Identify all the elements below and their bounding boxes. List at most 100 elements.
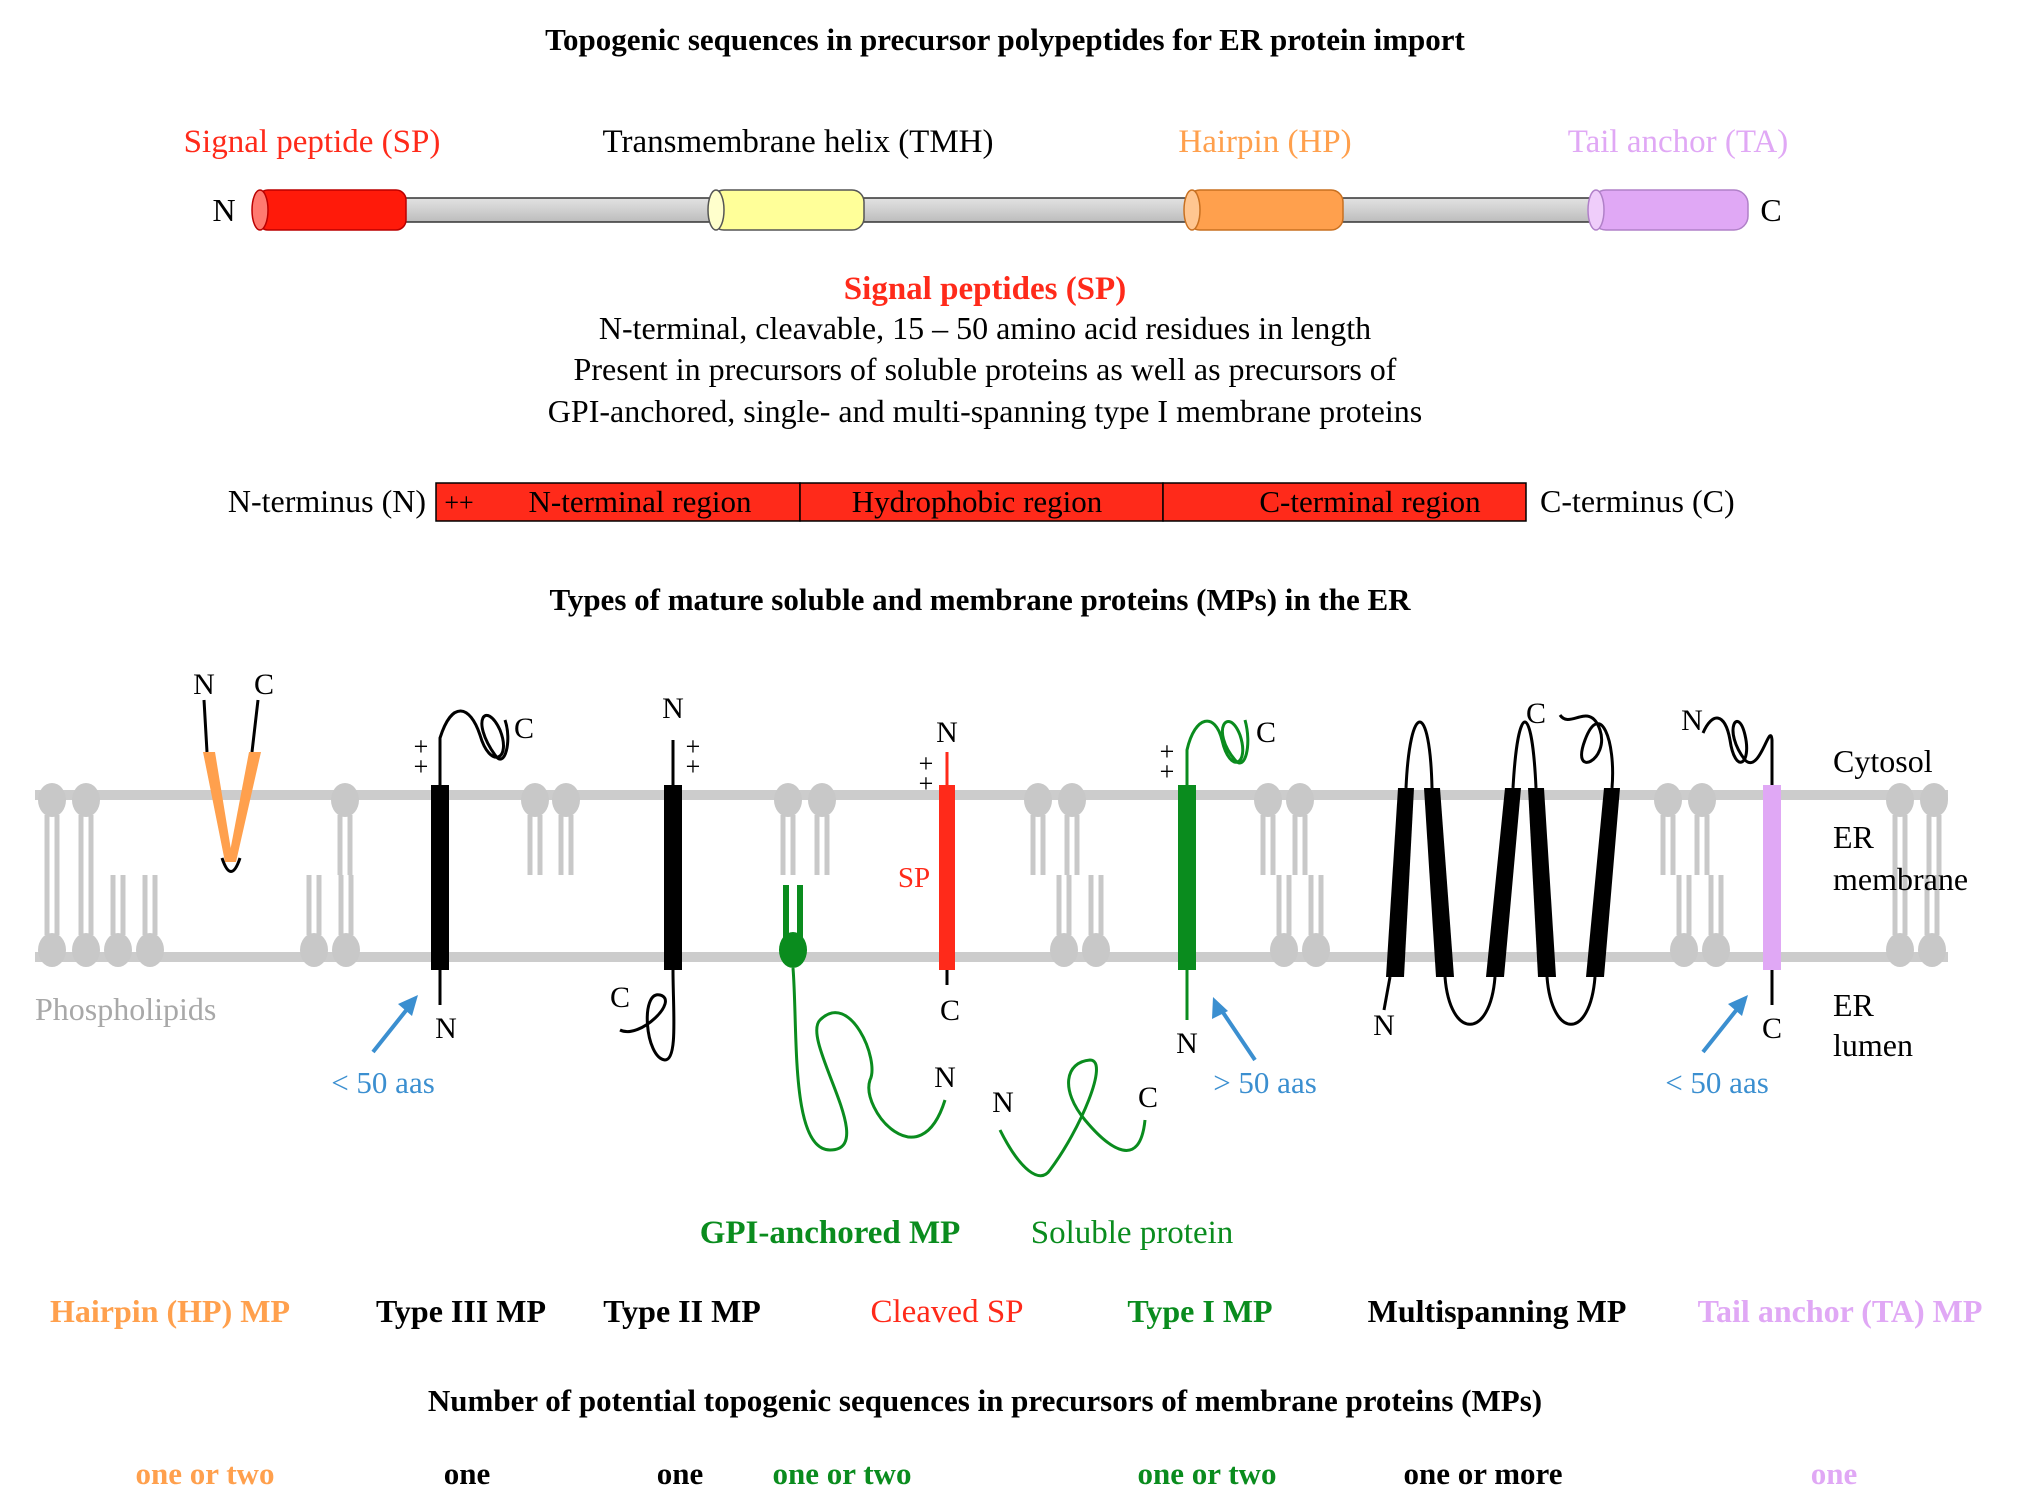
er-lumen-label-2: lumen (1833, 1027, 1913, 1063)
gpi-n: N (934, 1061, 956, 1094)
soluble-protein-label: Soluble protein (1031, 1215, 1234, 1251)
signal-peptides-heading: Signal peptides (SP) (844, 271, 1126, 307)
type-label-hairpin: Hairpin (HP) MP (50, 1293, 290, 1329)
phospholipid-bottom-8 (1270, 875, 1298, 967)
phospholipid-bottom-2 (104, 875, 132, 967)
er-lumen-label-1: ER (1833, 987, 1875, 1023)
phospholipid-bottom-6 (1050, 875, 1078, 967)
phospholipid-bottom-0 (38, 875, 66, 967)
arrow-short-right: < 50 aas (1665, 995, 1769, 1100)
phospholipid-bottom-11 (1702, 875, 1730, 967)
count-hairpin: one or two (136, 1456, 275, 1491)
type-i-plus-1: + (1160, 737, 1175, 766)
tmh-segment (707, 189, 865, 231)
soluble-n: N (992, 1086, 1014, 1119)
sp-segment (251, 189, 407, 231)
count-type-i: one or two (1138, 1456, 1277, 1491)
multispanning-mp: C N (1373, 697, 1620, 1042)
arrow-long: > 50 aas (1212, 997, 1317, 1100)
topogenic-count-title: Number of potential topogenic sequences … (428, 1383, 1542, 1418)
phospholipid-top-8 (1058, 783, 1086, 875)
type-iii-c: C (514, 712, 534, 745)
hairpin-c: C (254, 668, 274, 701)
type-i-n: N (1176, 1027, 1198, 1060)
sp-n-terminus-label: N-terminus (N) (228, 483, 426, 519)
type-i-mp: + + C N (1160, 716, 1276, 1060)
topogenic-counts: one or two one one one or two one or two… (136, 1456, 1858, 1491)
type-label-type-iii: Type III MP (376, 1293, 546, 1329)
type-label-tail-anchor: Tail anchor (TA) MP (1698, 1293, 1983, 1329)
type-iii-mp: + + C N (414, 709, 534, 1045)
phospholipid-top-5 (774, 783, 802, 875)
phospholipid-top-3 (521, 783, 549, 875)
count-multispanning: one or more (1404, 1456, 1563, 1491)
phospholipids-label: Phospholipids (35, 991, 216, 1027)
phospholipid-top-6 (808, 783, 836, 875)
type-ii-plus-2: + (686, 752, 701, 781)
precursor-title: Topogenic sequences in precursor polypep… (545, 22, 1465, 57)
precursor-n-end: N (212, 192, 235, 228)
phospholipid-top-13 (1886, 783, 1914, 875)
phospholipid-top-2 (331, 783, 359, 875)
cleaved-sp-plus-1: + (919, 749, 934, 778)
phospholipid-top-12 (1688, 783, 1716, 875)
precursor-polypeptide (251, 189, 1749, 231)
type-ii-plus-1: + (686, 732, 701, 761)
phospholipid-bottom-13 (1918, 875, 1946, 967)
phospholipid-top-9 (1254, 783, 1282, 875)
phospholipid-top-1 (72, 783, 100, 875)
cleaved-sp: N + + SP C (898, 716, 960, 1027)
soluble-c: C (1138, 1081, 1158, 1114)
type-label-type-ii: Type II MP (603, 1293, 761, 1329)
label-transmembrane-helix: Transmembrane helix (TMH) (602, 124, 993, 160)
cleaved-sp-n: N (936, 716, 958, 749)
phospholipid-top-0 (38, 783, 66, 875)
protein-type-labels: Hairpin (HP) MP Type III MP Type II MP C… (50, 1293, 1982, 1330)
type-i-c: C (1256, 716, 1276, 749)
phospholipid-bottom-7 (1082, 875, 1110, 967)
type-ii-mp: N + + C (610, 692, 701, 1062)
cleaved-sp-c: C (940, 994, 960, 1027)
cytosol-label: Cytosol (1833, 743, 1933, 779)
tail-anchor-c: C (1762, 1012, 1782, 1045)
phospholipid-top-4 (552, 783, 580, 875)
arrow-short-left: < 50 aas (331, 995, 435, 1100)
multispanning-c: C (1526, 697, 1546, 730)
hairpin-mp: N C (193, 668, 274, 873)
mature-proteins-title: Types of mature soluble and membrane pro… (549, 582, 1411, 617)
label-signal-peptide: Signal peptide (SP) (184, 124, 441, 160)
phospholipid-bottom-1 (72, 875, 100, 967)
tail-anchor-mp: N C (1681, 704, 1782, 1045)
phospholipid-bottom-3 (136, 875, 164, 967)
signal-peptide-regions-bar: ++ N-terminal region Hydrophobic region … (435, 482, 1527, 522)
count-type-iii: one (444, 1456, 491, 1491)
er-membrane-label-1: ER (1833, 819, 1875, 855)
cleaved-sp-plus-2: + (919, 769, 934, 798)
type-label-cleaved-sp: Cleaved SP (870, 1294, 1023, 1330)
phospholipid-top-7 (1024, 783, 1052, 875)
sp-hydrophobic-region: Hydrophobic region (852, 484, 1103, 519)
long-50-label: > 50 aas (1213, 1065, 1317, 1100)
soluble-protein: N C (992, 1058, 1158, 1178)
sp-c-terminus-label: C-terminus (C) (1540, 483, 1735, 519)
sp-c-terminal-region: C-terminal region (1259, 484, 1481, 519)
type-label-multispanning: Multispanning MP (1368, 1293, 1627, 1329)
gpi-anchored-mp: N (779, 885, 956, 1152)
phospholipid-bottom-9 (1302, 875, 1330, 967)
short-50-left-label: < 50 aas (331, 1065, 435, 1100)
sp-description-line-3: GPI-anchored, single- and multi-spanning… (548, 393, 1422, 429)
phospholipid-bottom-4 (300, 875, 328, 967)
sp-n-terminal-region: N-terminal region (529, 484, 752, 519)
type-iii-plus-1: + (414, 732, 429, 761)
multispanning-n: N (1373, 1009, 1395, 1042)
sp-description-line-1: N-terminal, cleavable, 15 – 50 amino aci… (599, 310, 1371, 346)
type-ii-c: C (610, 981, 630, 1014)
type-i-plus-2: + (1160, 757, 1175, 786)
gpi-anchored-label: GPI-anchored MP (700, 1215, 961, 1251)
phospholipid-top-14 (1920, 783, 1948, 875)
type-iii-plus-2: + (414, 752, 429, 781)
phospholipid-bottom-10 (1670, 875, 1698, 967)
tail-anchor-n: N (1681, 704, 1703, 737)
phospholipid-bottom-12 (1886, 875, 1914, 967)
